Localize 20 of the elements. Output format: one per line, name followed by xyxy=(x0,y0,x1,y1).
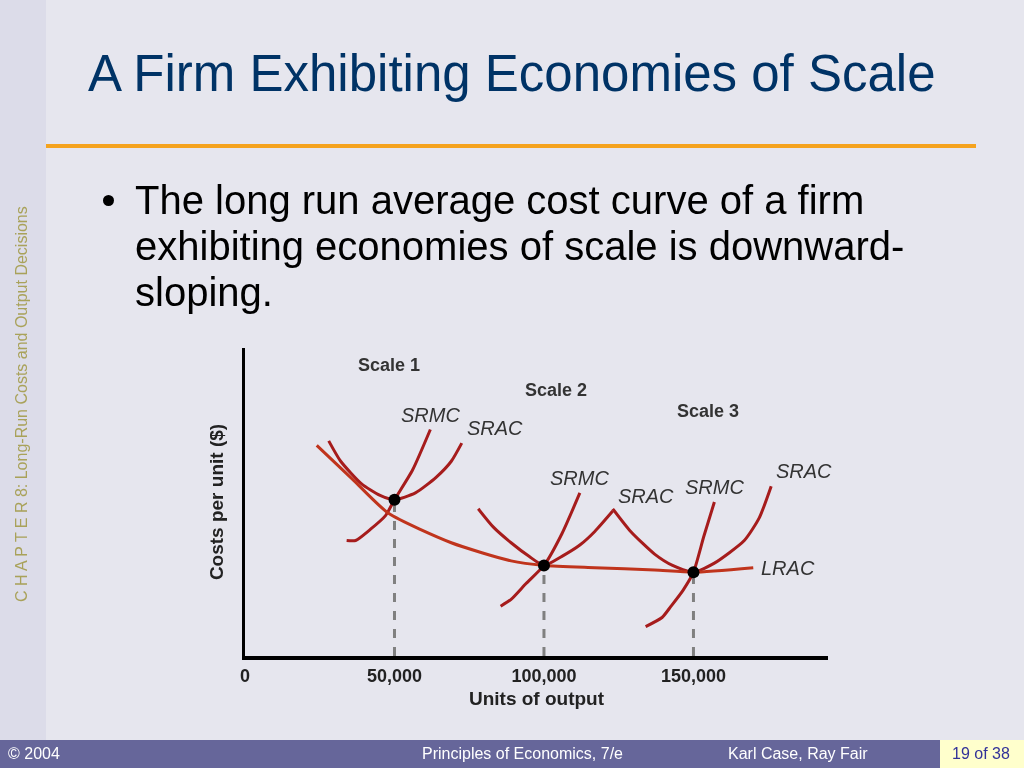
chart-subtitle: The long run average cost curve of a firm exhibiting economies of scale is downward-sloping. xyxy=(135,177,906,315)
series-label: SRMC xyxy=(685,476,745,498)
chart-title: A Firm Exhibiting Economies of Scale xyxy=(88,44,936,104)
series-label: SRMC xyxy=(401,404,461,426)
series-label: SRMC xyxy=(550,467,610,489)
x-tick-label: 50,000 xyxy=(366,665,423,686)
x-tick-label: 0 xyxy=(239,665,251,686)
series-label: LRAC xyxy=(761,557,815,579)
page-number-box: 19 of 38 xyxy=(940,740,1024,768)
text: Scale 1 xyxy=(357,355,421,375)
x-axis-title: Units of output xyxy=(468,687,605,709)
text: Scale 3 xyxy=(676,401,740,421)
x-tick-label: 100,000 xyxy=(511,665,577,686)
x-tick-label: 150,000 xyxy=(660,665,726,686)
series-label: SRAC xyxy=(618,485,675,507)
text: Scale 2 xyxy=(524,380,588,400)
y-axis-title: Costs per unit ($) xyxy=(205,423,227,581)
series-label: SRAC xyxy=(467,417,524,439)
series-label: SRAC xyxy=(776,460,833,482)
text: C H A P T E R 8: Long-Run Costs and Output Decisions xyxy=(12,205,31,602)
